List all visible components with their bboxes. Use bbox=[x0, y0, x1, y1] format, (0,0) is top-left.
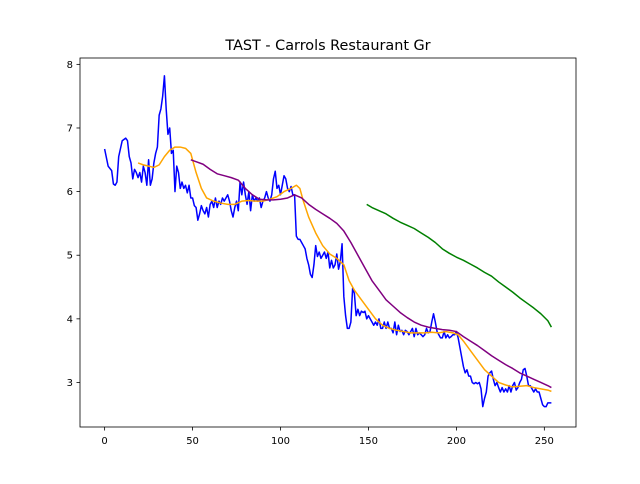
x-tick-label: 200 bbox=[447, 436, 466, 447]
series-line-4 bbox=[366, 203, 553, 328]
series-line-3 bbox=[190, 159, 552, 389]
x-tick-label: 0 bbox=[101, 436, 107, 447]
x-tick-label: 150 bbox=[359, 436, 378, 447]
series-line-2 bbox=[137, 146, 552, 393]
x-tick-label: 100 bbox=[271, 436, 290, 447]
y-tick-label: 3 bbox=[67, 378, 73, 389]
series-layer bbox=[103, 75, 553, 408]
x-axis: 0 50 100 150 200 250 bbox=[101, 427, 554, 447]
chart-title: TAST - Carrols Restaurant Gr bbox=[224, 38, 430, 54]
y-tick-label: 8 bbox=[67, 60, 73, 71]
x-tick-label: 250 bbox=[535, 436, 554, 447]
plot-frame bbox=[79, 57, 577, 428]
y-tick-label: 4 bbox=[67, 314, 73, 325]
y-tick-label: 6 bbox=[67, 187, 73, 198]
y-tick-label: 5 bbox=[67, 251, 73, 262]
y-tick-label: 7 bbox=[67, 123, 73, 134]
x-tick-label: 50 bbox=[186, 436, 199, 447]
y-axis: 3 4 5 6 7 8 bbox=[67, 60, 80, 389]
series-line-1 bbox=[103, 75, 552, 408]
